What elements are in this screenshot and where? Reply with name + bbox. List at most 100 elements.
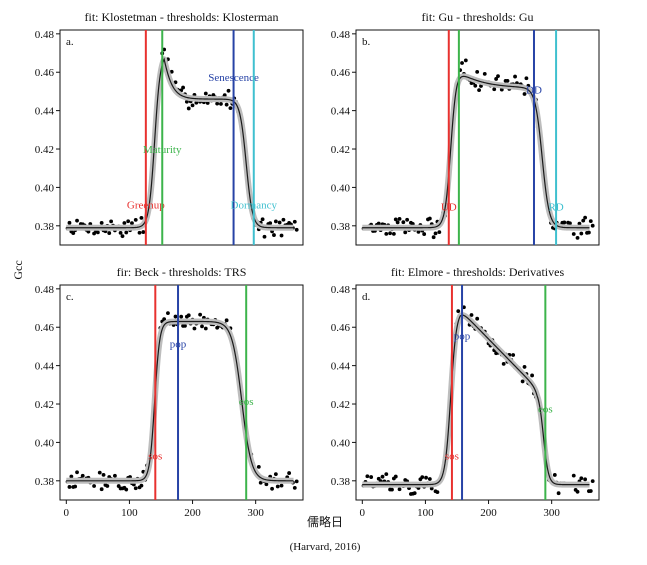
y-tick-label: 0.46: [35, 322, 55, 334]
x-tick-label: 300: [543, 507, 560, 519]
threshold-label: eos: [538, 404, 553, 416]
data-point: [431, 235, 436, 240]
data-point: [67, 220, 72, 225]
y-tick-label: 0.48: [35, 284, 55, 296]
data-point: [130, 221, 134, 226]
x-axis-label: 儒略日: [307, 514, 343, 529]
y-tick-label: 0.46: [35, 67, 55, 79]
threshold-label: RD: [548, 201, 563, 213]
data-point: [228, 106, 233, 111]
data-point: [403, 230, 408, 235]
data-point: [133, 217, 138, 222]
data-point: [198, 312, 203, 317]
y-tick-label: 0.38: [331, 476, 351, 488]
observation-points: [361, 305, 595, 496]
data-point: [588, 219, 593, 224]
data-point: [179, 314, 184, 319]
data-point: [393, 474, 398, 479]
data-point: [292, 485, 297, 490]
data-point: [73, 484, 78, 489]
model-uncertainty-band: [359, 312, 592, 488]
data-point: [380, 474, 385, 479]
x-tick-label: 100: [417, 507, 434, 519]
data-point: [477, 88, 481, 93]
data-point: [124, 487, 129, 492]
y-tick-label: 0.46: [331, 67, 351, 79]
data-point: [422, 232, 427, 236]
data-point: [273, 219, 278, 224]
data-point: [118, 231, 123, 235]
data-point: [587, 230, 591, 235]
x-tick-label: 100: [121, 507, 138, 519]
data-point: [95, 230, 100, 235]
y-axis-label: Gcc: [11, 260, 25, 279]
data-point: [262, 234, 267, 239]
data-point: [99, 221, 104, 225]
data-point: [365, 474, 370, 479]
data-point: [393, 217, 398, 222]
panel-letter: a.: [66, 36, 74, 48]
data-point: [460, 61, 464, 65]
data-point: [473, 83, 478, 88]
y-tick-label: 0.48: [35, 29, 55, 41]
data-point: [183, 323, 187, 328]
data-point: [139, 483, 144, 488]
data-point: [126, 219, 131, 224]
y-tick-label: 0.44: [35, 106, 55, 118]
model-fit-line: [362, 314, 590, 486]
data-point: [69, 474, 74, 479]
data-point: [277, 220, 282, 225]
data-point: [456, 309, 461, 314]
data-point: [520, 379, 525, 384]
data-point: [71, 231, 76, 236]
data-point: [203, 326, 208, 331]
model-fit-line: [66, 57, 294, 229]
data-point: [522, 365, 527, 369]
data-point: [568, 221, 572, 226]
data-point: [260, 217, 265, 222]
y-tick-label: 0.40: [331, 182, 351, 194]
data-point: [294, 479, 299, 484]
y-tick-label: 0.42: [35, 144, 54, 156]
data-point: [583, 215, 588, 220]
plot-frame: [59, 29, 304, 246]
data-point: [577, 221, 582, 226]
data-point: [401, 220, 406, 225]
data-point: [496, 74, 500, 79]
data-point: [99, 487, 104, 492]
threshold-label: eos: [239, 396, 254, 408]
data-point: [173, 80, 178, 85]
data-point: [133, 486, 138, 491]
data-point: [120, 234, 125, 239]
y-tick-label: 0.42: [331, 399, 350, 411]
panel-title: fit: Gu - thresholds: Gu: [422, 10, 534, 24]
data-point: [427, 477, 432, 481]
plot-frame: [355, 284, 600, 501]
panel-3: fir: Beck - thresholds: TRS 0.48 0.46 0.44 0…: [35, 265, 304, 519]
data-point: [109, 219, 114, 224]
panel-title: fir: Beck - thresholds: TRS: [117, 265, 247, 279]
panel-4: fit: Elmore - thresholds: Derivatives 0.4…: [331, 265, 600, 519]
data-point: [186, 106, 191, 111]
data-point: [141, 230, 146, 234]
data-point: [97, 470, 102, 475]
data-point: [200, 324, 204, 329]
data-point: [219, 102, 223, 106]
data-point: [173, 314, 178, 319]
data-point: [275, 484, 280, 489]
model-fit-line: [362, 75, 590, 229]
plot-frame: [59, 284, 304, 501]
data-point: [226, 88, 231, 93]
data-point: [139, 215, 144, 220]
panel-letter: c.: [66, 291, 74, 303]
data-point: [258, 480, 263, 485]
y-tick-label: 0.48: [331, 284, 351, 296]
data-point: [435, 490, 440, 495]
y-tick-label: 0.46: [331, 322, 351, 334]
plot-frame: [355, 29, 600, 246]
data-point: [424, 475, 428, 480]
data-point: [469, 313, 474, 317]
data-point: [395, 220, 400, 225]
threshold-label: pop: [454, 331, 471, 343]
source-caption: (Harvard, 2016): [290, 541, 361, 553]
